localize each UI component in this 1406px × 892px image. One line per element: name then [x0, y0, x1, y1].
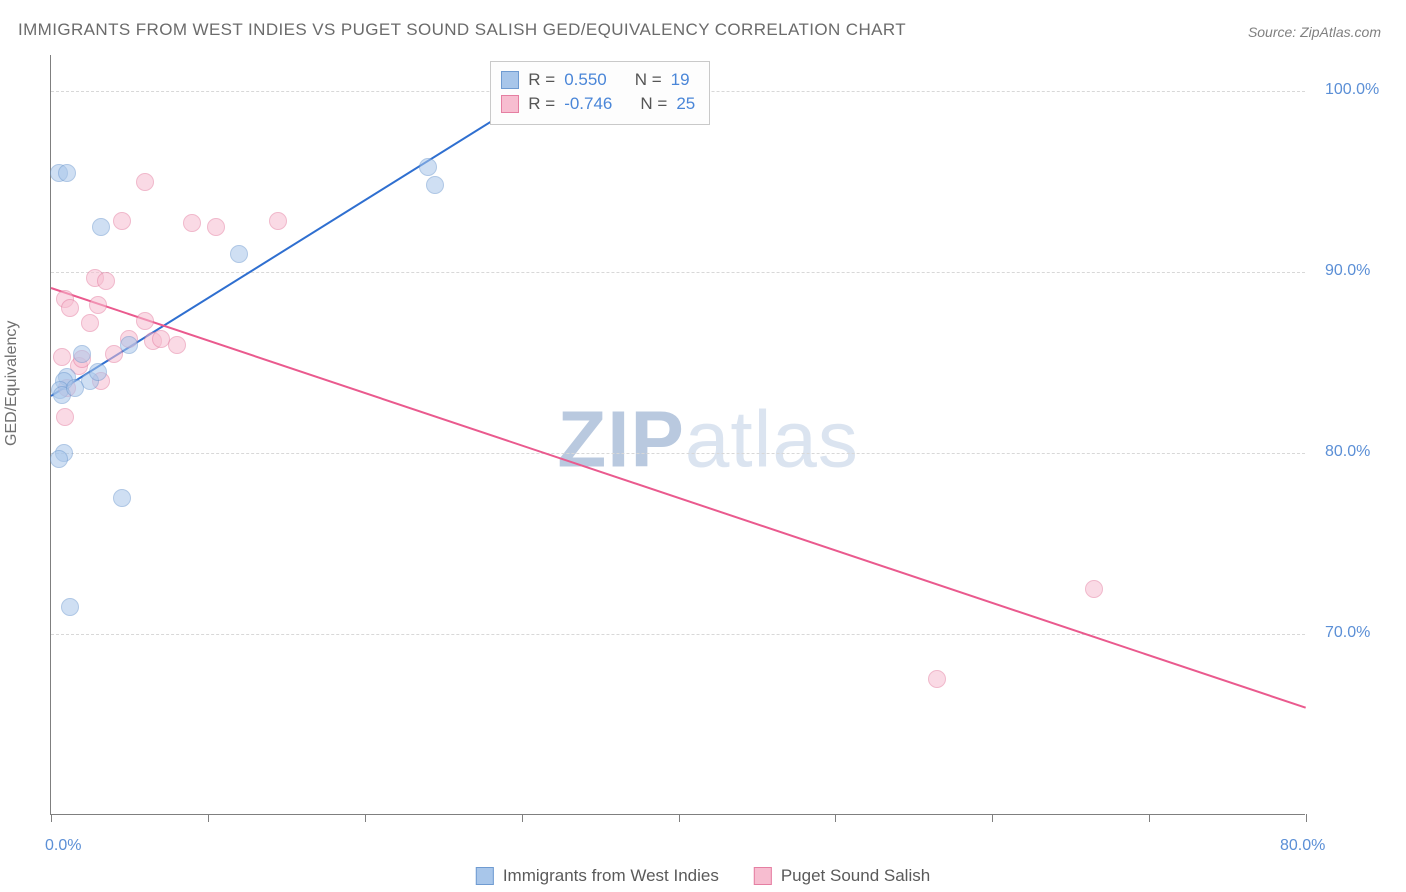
swatch-series-a: [501, 71, 519, 89]
r-label: R =: [528, 68, 555, 92]
data-point-a: [419, 158, 437, 176]
legend-label-b: Puget Sound Salish: [781, 866, 930, 886]
r-value-b: -0.746: [564, 92, 612, 116]
data-point-b: [81, 314, 99, 332]
legend-swatch-b: [754, 867, 772, 885]
data-point-b: [183, 214, 201, 232]
data-point-b: [56, 408, 74, 426]
data-point-a: [230, 245, 248, 263]
n-value-a: 19: [671, 68, 690, 92]
tick-x: [522, 814, 523, 822]
data-point-b: [1085, 580, 1103, 598]
watermark-part2: atlas: [685, 394, 859, 483]
source-attribution: Source: ZipAtlas.com: [1248, 24, 1381, 40]
data-point-b: [207, 218, 225, 236]
tick-x: [835, 814, 836, 822]
y-tick-label: 100.0%: [1325, 81, 1379, 99]
y-tick-label: 80.0%: [1325, 443, 1370, 461]
swatch-series-b: [501, 95, 519, 113]
legend: Immigrants from West Indies Puget Sound …: [476, 866, 930, 886]
data-point-b: [136, 312, 154, 330]
data-point-a: [58, 164, 76, 182]
tick-x: [51, 814, 52, 822]
data-point-b: [269, 212, 287, 230]
data-point-b: [61, 299, 79, 317]
gridline-h: [51, 453, 1305, 454]
data-point-a: [426, 176, 444, 194]
plot-area: ZIPatlas R = 0.550 N = 19 R = -0.746 N =…: [50, 55, 1305, 815]
data-point-b: [928, 670, 946, 688]
watermark-part1: ZIP: [557, 394, 684, 483]
n-label: N =: [640, 92, 667, 116]
gridline-h: [51, 272, 1305, 273]
n-label: N =: [635, 68, 662, 92]
tick-x: [1149, 814, 1150, 822]
data-point-a: [113, 489, 131, 507]
data-point-a: [89, 363, 107, 381]
data-point-a: [92, 218, 110, 236]
corr-row-a: R = 0.550 N = 19: [501, 68, 695, 92]
data-point-a: [66, 379, 84, 397]
tick-x: [365, 814, 366, 822]
x-tick-label: 80.0%: [1280, 837, 1325, 855]
y-axis-title: GED/Equivalency: [3, 321, 21, 446]
data-point-b: [168, 336, 186, 354]
data-point-b: [136, 173, 154, 191]
data-point-a: [73, 345, 91, 363]
data-point-b: [89, 296, 107, 314]
legend-item-a: Immigrants from West Indies: [476, 866, 719, 886]
tick-x: [679, 814, 680, 822]
chart-title: IMMIGRANTS FROM WEST INDIES VS PUGET SOU…: [18, 20, 906, 40]
trend-line-b: [51, 287, 1307, 709]
y-tick-label: 90.0%: [1325, 262, 1370, 280]
tick-x: [1306, 814, 1307, 822]
r-label: R =: [528, 92, 555, 116]
data-point-b: [53, 348, 71, 366]
legend-swatch-a: [476, 867, 494, 885]
data-point-a: [120, 336, 138, 354]
legend-item-b: Puget Sound Salish: [754, 866, 930, 886]
y-tick-label: 70.0%: [1325, 624, 1370, 642]
data-point-b: [97, 272, 115, 290]
data-point-b: [113, 212, 131, 230]
r-value-a: 0.550: [564, 68, 607, 92]
x-tick-label: 0.0%: [45, 837, 81, 855]
tick-x: [208, 814, 209, 822]
n-value-b: 25: [676, 92, 695, 116]
data-point-a: [61, 598, 79, 616]
gridline-h: [51, 634, 1305, 635]
data-point-a: [50, 450, 68, 468]
corr-row-b: R = -0.746 N = 25: [501, 92, 695, 116]
tick-x: [992, 814, 993, 822]
correlation-box: R = 0.550 N = 19 R = -0.746 N = 25: [490, 61, 710, 125]
legend-label-a: Immigrants from West Indies: [503, 866, 719, 886]
